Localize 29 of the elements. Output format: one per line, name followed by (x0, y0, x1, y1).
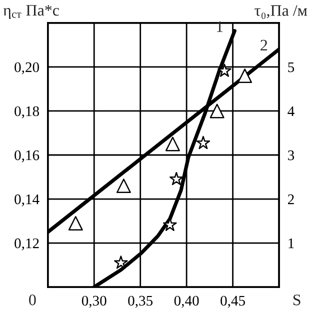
point (196, 136, 210, 150)
y-tick-label: 0,18 (14, 106, 40, 118)
series-label: 2 (260, 40, 268, 50)
y-tick-label: 0,20 (14, 62, 40, 74)
point (165, 136, 180, 152)
point (170, 172, 184, 186)
y-tick-label: 0,14 (14, 194, 40, 206)
x-tick-label: 0,40 (174, 296, 199, 308)
y2-axis-title: τ₀,Па /м (254, 5, 308, 20)
y2-tick-label: 2 (288, 194, 294, 204)
point (68, 216, 83, 230)
point (238, 68, 252, 83)
point (114, 256, 128, 269)
y-axis-title: η$_{ст}$ Па*с (3, 5, 59, 19)
y-tick-label: 0,12 (14, 238, 39, 250)
y-tick-label: 0,16 (14, 150, 40, 162)
y2-tick-label: 1 (288, 238, 294, 248)
y2-tick-label: 5 (288, 62, 294, 72)
x-tick-label: 0,35 (128, 296, 153, 308)
x-axis-title: S (293, 294, 300, 306)
point (210, 104, 224, 118)
y2-tick-label: 4 (288, 106, 294, 116)
point (116, 178, 131, 194)
x-tick-label: 0,45 (220, 296, 245, 308)
y2-tick-label: 3 (288, 150, 294, 160)
text: 0 (29, 294, 36, 306)
x-tick-label: 0,30 (82, 296, 106, 308)
point (218, 64, 232, 77)
series-label: 1 (216, 21, 223, 32)
